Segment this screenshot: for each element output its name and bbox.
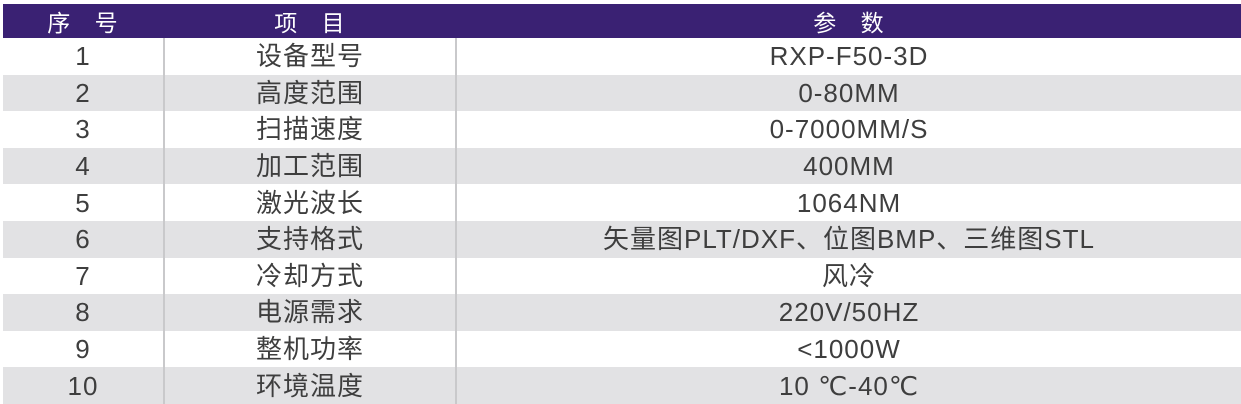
- row-index-cell: 3: [75, 114, 91, 145]
- row-param-cell: 220V/50HZ: [778, 297, 920, 328]
- row-index-cell: 4: [75, 151, 91, 182]
- row-item-cell: 高度范围: [163, 74, 457, 112]
- table-row: 7 冷却方式 风冷: [3, 257, 1241, 295]
- table-header-row: 序 号 项 目 参 数: [3, 4, 1241, 38]
- table-row: 8 电源需求 220V/50HZ: [3, 294, 1241, 331]
- column-header-param: 参 数: [813, 10, 885, 36]
- row-param-cell: 0-80MM: [798, 77, 900, 108]
- table-row: 2 高度范围 0-80MM: [3, 74, 1241, 112]
- row-param-cell: 10 ℃-40℃: [778, 370, 920, 401]
- row-item-cell: 扫描速度: [163, 111, 457, 148]
- row-index-cell: 1: [75, 41, 91, 72]
- row-param-cell: 400MM: [803, 151, 895, 182]
- row-item-cell: 整机功率: [163, 330, 457, 368]
- row-item-cell: 设备型号: [163, 38, 457, 75]
- column-header-item: 项 目: [274, 10, 346, 36]
- table-row: 10 环境温度 10 ℃-40℃: [3, 367, 1241, 404]
- row-index-cell: 7: [75, 260, 91, 291]
- row-index-cell: 2: [75, 77, 91, 108]
- row-index-cell: 6: [75, 224, 91, 255]
- row-param-cell: 1064NM: [796, 187, 902, 218]
- row-index-cell: 8: [75, 297, 91, 328]
- row-param-cell: 0-7000MM/S: [769, 114, 929, 145]
- row-index-cell: 5: [75, 187, 91, 218]
- table-row: 5 激光波长 1064NM: [3, 184, 1241, 221]
- spec-table: 序 号 项 目 参 数 1 设备型号 RXP-F50-3D 2 高度范围 0-8…: [3, 4, 1241, 404]
- row-item-cell: 支持格式: [163, 220, 457, 258]
- table-row: 4 加工范围 400MM: [3, 147, 1241, 185]
- row-param-cell: <1000W: [797, 334, 901, 365]
- row-item-cell: 电源需求: [163, 294, 457, 331]
- row-item-cell: 环境温度: [163, 367, 457, 404]
- row-index-cell: 9: [75, 334, 91, 365]
- row-item-cell: 激光波长: [163, 184, 457, 221]
- table-row: 3 扫描速度 0-7000MM/S: [3, 111, 1241, 148]
- row-param-cell: 矢量图PLT/DXF、位图BMP、三维图STL: [602, 224, 1095, 255]
- table-body: 1 设备型号 RXP-F50-3D 2 高度范围 0-80MM 3 扫描速度 0…: [3, 38, 1241, 404]
- row-item-cell: 加工范围: [163, 147, 457, 185]
- row-item-cell: 冷却方式: [163, 257, 457, 295]
- table-row: 9 整机功率 <1000W: [3, 330, 1241, 368]
- row-param-cell: RXP-F50-3D: [769, 41, 929, 72]
- row-param-cell: 风冷: [821, 260, 876, 291]
- table-row: 1 设备型号 RXP-F50-3D: [3, 38, 1241, 75]
- column-header-index: 序 号: [47, 10, 119, 36]
- row-index-cell: 10: [67, 370, 99, 401]
- table-row: 6 支持格式 矢量图PLT/DXF、位图BMP、三维图STL: [3, 220, 1241, 258]
